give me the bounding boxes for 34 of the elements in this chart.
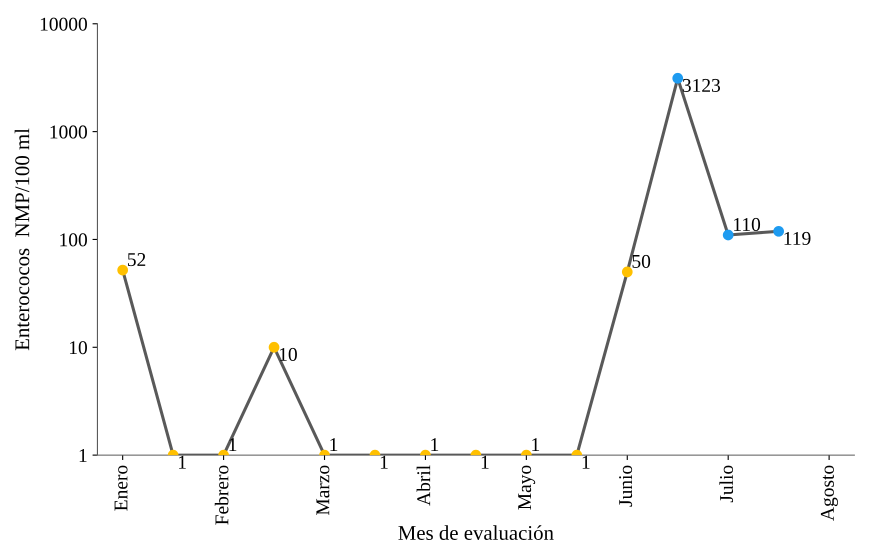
x-tick-label: Marzo	[316, 466, 330, 516]
point	[773, 226, 784, 237]
x-tick-label: Julio	[719, 466, 734, 502]
y-tick-label: 10000	[40, 18, 87, 31]
point	[722, 230, 734, 240]
x-axis-title: Mes de evaluación	[398, 525, 554, 540]
point	[268, 342, 280, 353]
y-tick-label: 100	[60, 233, 87, 246]
point	[622, 266, 633, 278]
point	[117, 264, 128, 276]
data-label: 1	[330, 438, 338, 451]
y-tick-label: 1000	[50, 125, 87, 139]
data-label: 50	[632, 254, 650, 268]
data-label: 119	[784, 232, 810, 245]
data-label: 1	[179, 456, 186, 469]
x-tick-label: Junio	[619, 466, 632, 507]
x-tick-label: Mayo	[518, 466, 536, 510]
data-label: 110	[734, 218, 760, 232]
x-tick-label: Enero	[114, 466, 128, 511]
data-label: 52	[128, 253, 146, 266]
data-label: 1	[532, 438, 540, 451]
data-label: 1	[380, 456, 388, 469]
data-label: 1	[482, 456, 489, 469]
data-label: 1	[431, 438, 438, 451]
data-label: 10	[280, 348, 297, 361]
y-tick-label: 1	[80, 449, 87, 462]
x-tick-label: Febrero	[214, 466, 228, 525]
data-label: 3123	[682, 78, 720, 92]
y-axis-title: Enterococos NMP/100 ml	[14, 128, 30, 350]
data-label: 1	[582, 456, 590, 469]
x-tick-label: Abril	[416, 465, 430, 506]
x-tick-label: Agosto	[820, 466, 838, 521]
data-label: 1	[229, 438, 236, 451]
y-tick-label: 10	[70, 341, 87, 354]
